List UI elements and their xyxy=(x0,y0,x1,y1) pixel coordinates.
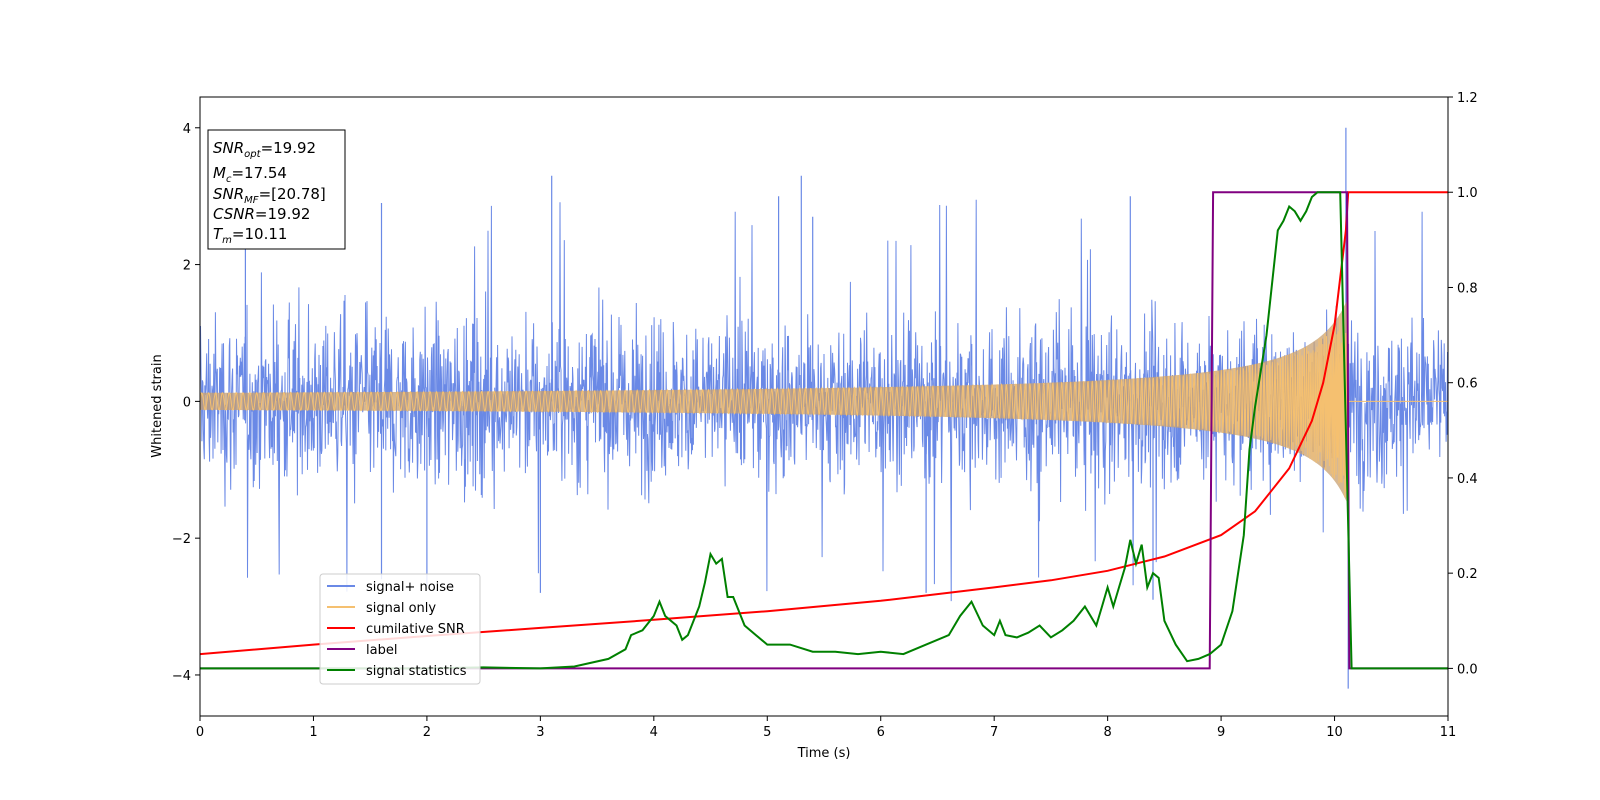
x-tick-label-10: 10 xyxy=(1326,725,1343,740)
annotation-box: SNRopt=19.92 Mc=17.54 SNRMF=[20.78] CSNR… xyxy=(207,129,346,250)
x-tick-label-4: 4 xyxy=(650,725,658,740)
x-axis-label: Time (s) xyxy=(797,746,851,761)
y-right-tick-label-5: 0.2 xyxy=(1457,567,1478,582)
annotation-line-4: CSNR=19.92 xyxy=(213,205,310,223)
y-right-tick-label-0: 1.2 xyxy=(1457,91,1478,106)
x-tick-label-11: 11 xyxy=(1440,725,1457,740)
x-tick-label-1: 1 xyxy=(309,725,317,740)
y-right-tick-label-4: 0.4 xyxy=(1457,472,1478,487)
annotation-line-1: SNRopt=19.92 xyxy=(213,139,316,160)
y-left-tick-label-4: −4 xyxy=(172,669,191,684)
y-right-tick-label-1: 1.0 xyxy=(1457,186,1478,201)
series-signal-noise xyxy=(200,199,1448,602)
x-tick-label-7: 7 xyxy=(990,725,998,740)
series-signal-envelope xyxy=(200,301,1350,502)
y-left-tick-label-1: 2 xyxy=(183,259,191,274)
annotation-line-3: SNRMF=[20.78] xyxy=(213,185,326,206)
annotation-line-5: Tm=10.11 xyxy=(213,225,287,246)
y-right-tick-label-6: 0.0 xyxy=(1457,662,1478,677)
x-tick-label-8: 8 xyxy=(1103,725,1111,740)
legend-box xyxy=(319,573,481,685)
legend: signal+ noise signal only cumilative SNR… xyxy=(319,573,481,685)
legend-label-noise: signal+ noise xyxy=(366,580,454,595)
y-left-tick-label-2: 0 xyxy=(183,395,191,410)
x-tick-label-9: 9 xyxy=(1217,725,1225,740)
x-tick-label-3: 3 xyxy=(536,725,544,740)
series-cumulative-snr xyxy=(200,191,1448,656)
series-signal-statistics xyxy=(200,191,1448,670)
y-left-tick-label-0: 4 xyxy=(183,122,191,137)
y-right-tick-label-2: 0.8 xyxy=(1457,281,1478,296)
legend-label-cumsnr: cumilative SNR xyxy=(366,622,465,637)
x-tick-label-5: 5 xyxy=(763,725,771,740)
annotation-line-2: Mc=17.54 xyxy=(213,164,287,185)
x-tick-label-2: 2 xyxy=(423,725,431,740)
x-tick-label-6: 6 xyxy=(877,725,885,740)
y-axis-label: Whitened strain xyxy=(150,354,165,457)
y-right-tick-label-3: 0.6 xyxy=(1457,377,1478,392)
series-signal-only xyxy=(200,304,1448,498)
plot-frame xyxy=(199,96,1449,717)
legend-label-stat: signal statistics xyxy=(366,664,467,679)
legend-label-label: label xyxy=(366,643,397,658)
y-left-tick-label-3: −2 xyxy=(172,532,191,547)
x-tick-label-0: 0 xyxy=(196,725,204,740)
legend-label-signal: signal only xyxy=(366,601,436,616)
